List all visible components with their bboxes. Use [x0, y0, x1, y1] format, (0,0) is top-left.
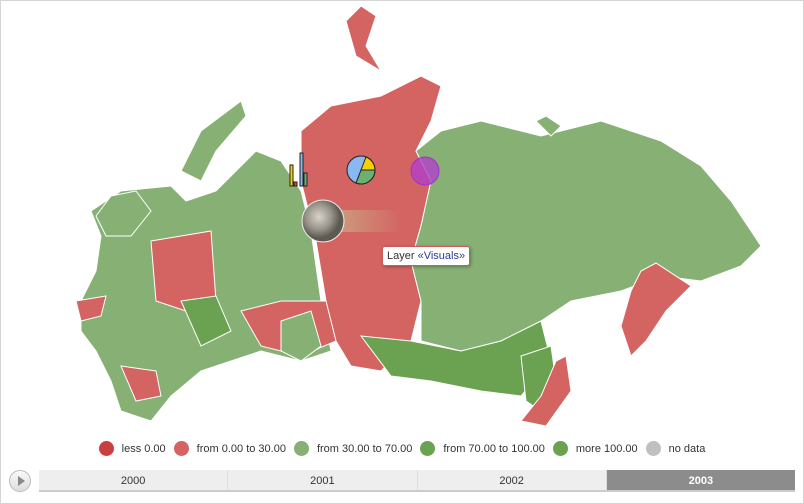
moon-trail	[326, 210, 401, 232]
legend-swatch	[98, 441, 114, 456]
legend-swatch	[552, 441, 568, 456]
timeline-track[interactable]: 2000 2001 2002 2003	[39, 470, 795, 492]
timeline: 2000 2001 2002 2003	[9, 470, 795, 492]
timeline-year-2002[interactable]: 2002	[418, 470, 607, 490]
bar-chart-icon[interactable]	[289, 152, 308, 187]
timeline-year-2001[interactable]: 2001	[228, 470, 418, 490]
legend: less 0.00 from 0.00 to 30.00 from 30.00 to…	[1, 441, 803, 456]
tooltip: Layer «Visuals»	[382, 246, 471, 266]
moon-icon[interactable]	[301, 199, 345, 243]
region-kamchatka[interactable]	[620, 262, 692, 357]
legend-item[interactable]: from 0.00 to 30.00	[173, 441, 286, 456]
region-west-dark[interactable]	[180, 295, 232, 347]
legend-label: no data	[668, 442, 706, 455]
timeline-year-2000[interactable]: 2000	[39, 470, 229, 490]
region-west-red-3[interactable]	[75, 295, 107, 322]
legend-swatch	[173, 441, 189, 456]
tooltip-prefix: Layer	[387, 250, 418, 262]
circle-marker-icon[interactable]	[410, 156, 440, 186]
legend-label: less 0.00	[121, 442, 166, 455]
pie-chart-icon[interactable]	[346, 155, 376, 185]
timeline-year-2003[interactable]: 2003	[606, 470, 795, 490]
legend-item[interactable]: no data	[645, 441, 706, 456]
legend-item[interactable]: less 0.00	[98, 441, 166, 456]
play-button[interactable]	[9, 470, 31, 492]
russia-map[interactable]	[1, 1, 803, 441]
legend-swatch	[293, 441, 309, 456]
legend-item[interactable]: from 70.00 to 100.00	[420, 441, 545, 456]
region-south-central[interactable]	[280, 310, 322, 362]
legend-label: more 100.00	[575, 442, 638, 455]
region-sakhalin[interactable]	[520, 355, 572, 427]
region-kola[interactable]	[95, 190, 152, 237]
tooltip-layer-name: «Visuals»	[417, 250, 466, 262]
legend-swatch	[645, 441, 661, 456]
region-south-red[interactable]	[120, 365, 162, 402]
legend-swatch	[420, 441, 436, 456]
legend-label: from 0.00 to 30.00	[196, 442, 286, 455]
legend-label: from 30.00 to 70.00	[316, 442, 413, 455]
legend-item[interactable]: from 30.00 to 70.00	[293, 441, 413, 456]
region-yakutia[interactable]	[410, 120, 762, 352]
legend-label: from 70.00 to 100.00	[443, 442, 545, 455]
region-peninsula[interactable]	[180, 100, 247, 182]
region-islands[interactable]	[535, 115, 562, 137]
play-icon	[17, 476, 25, 486]
legend-item[interactable]: more 100.00	[552, 441, 638, 456]
region-novaya-zemlya[interactable]	[345, 5, 382, 72]
